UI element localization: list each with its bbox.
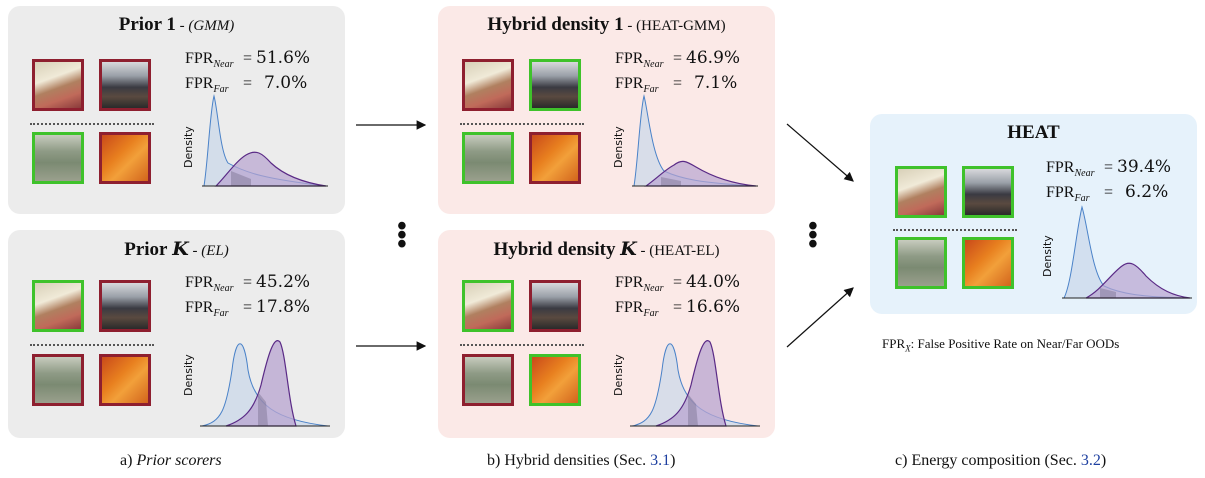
density-plot	[632, 94, 758, 187]
thumb-room-photo	[895, 166, 947, 218]
thumb-divider	[30, 123, 154, 125]
thumb-grass-photo	[32, 132, 84, 184]
panel-title: Hybrid density K - (HEAT-EL)	[493, 238, 720, 260]
caption-hybrid-densities: b) Hybrid densities (Sec. 3.1)	[487, 452, 676, 469]
thumb-divider	[893, 229, 1017, 231]
thumb-pumpkin-photo	[529, 132, 581, 184]
fpr-values: FPRNear = 45.2% FPRFar = 17.8%	[185, 272, 311, 320]
thumb-room-photo	[32, 280, 84, 332]
thumb-grass-photo	[895, 237, 947, 289]
thumb-pumpkin-photo	[962, 237, 1014, 289]
fpr-values: FPRNear = 51.6% FPRFar = 7.0%	[185, 48, 311, 96]
arrow-diagonal-up-icon	[786, 287, 854, 348]
panel-title: HEAT	[1007, 122, 1060, 143]
thumb-classroom-photo	[99, 280, 151, 332]
caption-prior-scorers: a) Prior scorers	[120, 452, 222, 469]
arrow-diagonal-down-icon	[786, 123, 854, 182]
panel-heat: HEAT FPRNear = 39.4% FPRFar = 6.2% Density	[870, 114, 1197, 314]
panel-title: Prior 1 - (GMM)	[118, 14, 235, 35]
density-plot	[202, 94, 328, 187]
thumb-divider	[460, 123, 584, 125]
thumb-grass-photo	[462, 132, 514, 184]
thumb-room-photo	[32, 59, 84, 111]
thumb-grass-photo	[32, 354, 84, 406]
thumb-pumpkin-photo	[99, 132, 151, 184]
thumb-room-photo	[462, 59, 514, 111]
caption-energy-composition: c) Energy composition (Sec. 3.2)	[895, 452, 1107, 469]
thumb-classroom-photo	[529, 59, 581, 111]
density-plot	[630, 340, 760, 427]
panel-prior-1: Prior 1 - (GMM) FPRNear = 51.6% FPRFar = 7…	[8, 6, 345, 214]
panel-prior-k: Prior K - (EL) FPRNear = 45.2% FPRFar = 17…	[8, 230, 345, 438]
thumb-classroom-photo	[99, 59, 151, 111]
thumb-room-photo	[462, 280, 514, 332]
fpr-values: FPRNear = 44.0% FPRFar = 16.6%	[615, 272, 741, 320]
thumb-divider	[30, 344, 154, 346]
fpr-values: FPRNear = 39.4% FPRFar = 6.2%	[1046, 157, 1172, 205]
panel-title: Hybrid density 1 - (HEAT-GMM)	[487, 14, 726, 35]
thumb-grass-photo	[462, 354, 514, 406]
thumb-pumpkin-photo	[99, 354, 151, 406]
panel-hybrid-density-1: Hybrid density 1 - (HEAT-GMM) FPRNear = 4…	[438, 6, 775, 214]
thumb-divider	[460, 344, 584, 346]
vertical-ellipsis-icon: • • •	[808, 211, 818, 260]
panel-hybrid-density-k: Hybrid density K - (HEAT-EL) FPRNear = 44…	[438, 230, 775, 438]
thumb-classroom-photo	[962, 166, 1014, 218]
thumb-pumpkin-photo	[529, 354, 581, 406]
density-plot	[1062, 205, 1192, 299]
thumb-classroom-photo	[529, 280, 581, 332]
fpr-values: FPRNear = 46.9% FPRFar = 7.1%	[615, 48, 741, 96]
fpr-footnote: FPRX: False Positive Rate on Near/Far OO…	[882, 336, 1120, 354]
density-plot	[200, 340, 330, 427]
panel-title: Prior K - (EL)	[124, 238, 229, 260]
vertical-ellipsis-icon: • • •	[397, 211, 407, 260]
